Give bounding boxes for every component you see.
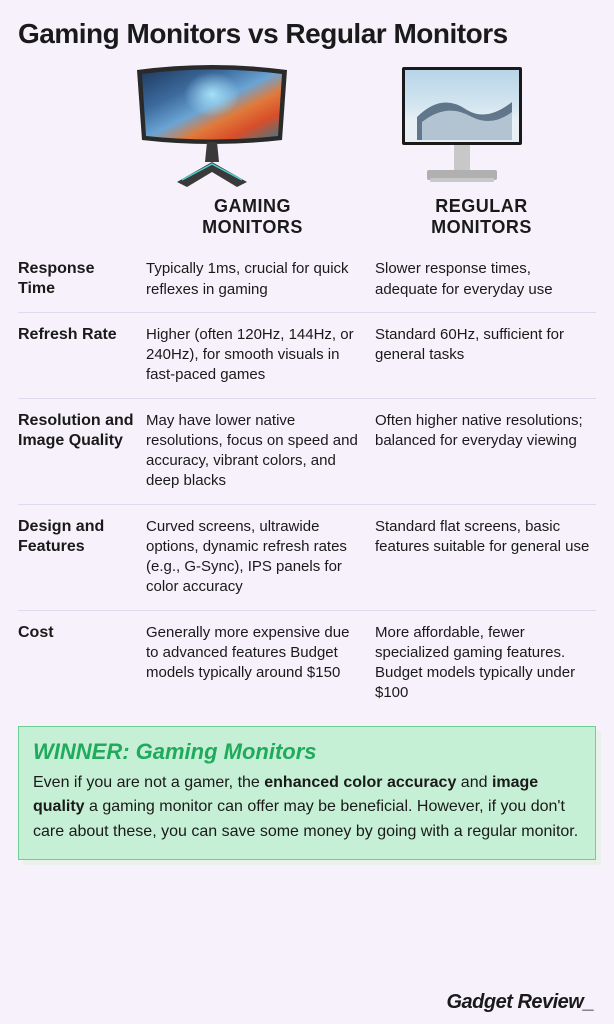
gaming-cell: Generally more expensive due to advanced… (146, 623, 367, 704)
winner-box: WINNER: Gaming Monitors Even if you are … (18, 726, 596, 860)
row-label: Cost (18, 623, 138, 704)
row-label: Design and Features (18, 517, 138, 598)
gaming-cell: Typically 1ms, crucial for quick reflexe… (146, 259, 367, 300)
table-row: CostGenerally more expensive due to adva… (18, 611, 596, 716)
row-label: Refresh Rate (18, 325, 138, 386)
gaming-cell: Curved screens, ultrawide options, dynam… (146, 517, 367, 598)
regular-column-header: REGULARMONITORS (367, 196, 596, 237)
regular-cell: More affordable, fewer specialized gamin… (375, 623, 596, 704)
monitor-images-row (18, 62, 596, 192)
page-title: Gaming Monitors vs Regular Monitors (18, 18, 596, 50)
gaming-cell: May have lower native resolutions, focus… (146, 411, 367, 492)
regular-monitor-icon (372, 62, 552, 192)
table-row: Refresh RateHigher (often 120Hz, 144Hz, … (18, 313, 596, 399)
winner-text-span: Even if you are not a gamer, the (33, 774, 264, 791)
regular-cell: Standard 60Hz, sufficient for general ta… (375, 325, 596, 386)
table-row: Resolution and Image QualityMay have low… (18, 399, 596, 505)
winner-text: Even if you are not a gamer, the enhance… (33, 771, 581, 845)
winner-text-span: and (456, 774, 492, 791)
column-headers: GAMINGMONITORS REGULARMONITORS (18, 196, 596, 237)
regular-cell: Often higher native resolutions; balance… (375, 411, 596, 492)
gaming-cell: Higher (often 120Hz, 144Hz, or 240Hz), f… (146, 325, 367, 386)
winner-text-bold: enhanced color accuracy (264, 774, 456, 791)
gaming-column-header: GAMINGMONITORS (138, 196, 367, 237)
table-row: Design and FeaturesCurved screens, ultra… (18, 505, 596, 611)
comparison-table: Response TimeTypically 1ms, crucial for … (18, 247, 596, 715)
regular-cell: Standard flat screens, basic features su… (375, 517, 596, 598)
gaming-monitor-icon (122, 62, 302, 192)
brand-logo: Gadget Review_ (446, 991, 594, 1014)
regular-monitor-image (372, 62, 552, 192)
gaming-monitor-image (122, 62, 302, 192)
winner-text-span: a gaming monitor can offer may be benefi… (33, 798, 578, 840)
table-row: Response TimeTypically 1ms, crucial for … (18, 247, 596, 313)
regular-cell: Slower response times, adequate for ever… (375, 259, 596, 300)
row-label: Resolution and Image Quality (18, 411, 138, 492)
row-label: Response Time (18, 259, 138, 300)
winner-title: WINNER: Gaming Monitors (33, 739, 581, 765)
